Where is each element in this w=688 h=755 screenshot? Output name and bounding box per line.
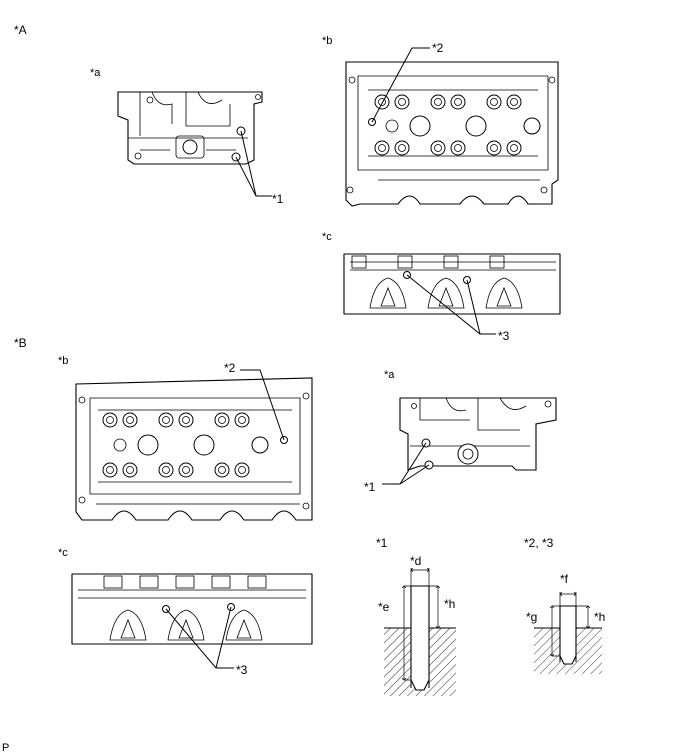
detail-h-label-pin-1: *h <box>444 597 455 611</box>
section-a-view-a-drawing <box>117 91 263 165</box>
section-b-callout-1: *1 <box>364 480 376 494</box>
section-b-callout-2: *2 <box>224 361 236 375</box>
section-b-view-c-label: *c <box>58 547 68 559</box>
corner-mark: P <box>2 742 9 754</box>
detail-pin-2-3-title: *2, *3 <box>524 536 554 550</box>
section-a-label: *A <box>14 23 27 37</box>
section-b-view-a-drawing <box>399 397 557 471</box>
section-a-view-b-label: *b <box>322 35 332 47</box>
section-b-view-b-drawing <box>75 377 313 521</box>
section-b-view-a-label: *a <box>384 369 395 381</box>
section-b-view-c-drawing <box>71 573 313 645</box>
section-a-view-b-drawing <box>345 61 559 207</box>
section-a-view-a-label: *a <box>90 67 101 79</box>
section-b-callout-3: *3 <box>236 663 248 677</box>
detail-pin-1-drawing <box>384 567 456 696</box>
detail-d-label: *d <box>410 554 421 568</box>
section-a-callout-3: *3 <box>498 329 510 343</box>
detail-e-label: *e <box>378 600 390 614</box>
section-a-view-c-label: *c <box>322 231 332 243</box>
detail-h-label-pin-2-3: *h <box>594 610 605 624</box>
detail-pin-1-title: *1 <box>376 536 388 550</box>
section-b-label: *B <box>14 336 27 350</box>
detail-f-label: *f <box>560 572 569 586</box>
section-a-callout-2: *2 <box>432 41 444 55</box>
detail-pin-2-3-drawing <box>534 591 602 674</box>
section-a-view-c-drawing <box>343 253 561 315</box>
detail-g-label: *g <box>526 610 537 624</box>
section-a-callout-1: *1 <box>272 192 284 206</box>
section-b-view-b-label: *b <box>58 355 68 367</box>
